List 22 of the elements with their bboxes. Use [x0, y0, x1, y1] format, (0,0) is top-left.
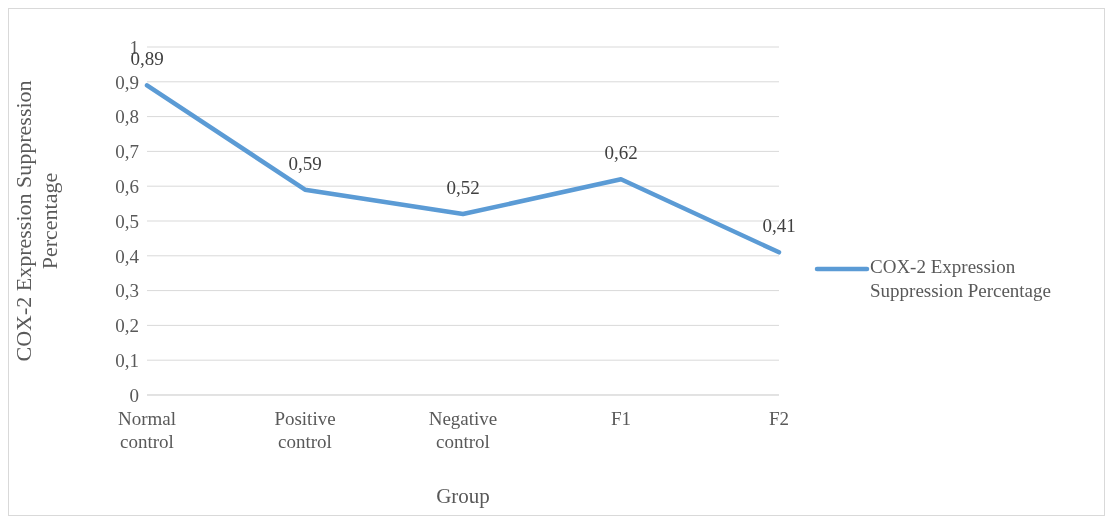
x-tick-label: Normal control — [117, 408, 177, 452]
data-label: 0,62 — [604, 142, 638, 164]
y-tick-label: 0,7 — [115, 141, 139, 163]
y-tick-label: 0,4 — [115, 245, 140, 267]
y-tick-label: 0,5 — [115, 210, 139, 232]
y-tick-label: 0,6 — [115, 175, 139, 197]
legend-label: COX-2 Expression Suppression Percentage — [870, 255, 1052, 303]
x-tick-label: Negative control — [428, 408, 498, 452]
x-axis-title: Group — [436, 484, 490, 508]
y-tick-label: 0,1 — [115, 349, 139, 371]
x-tick-label: F2 — [768, 408, 790, 429]
x-tick-label: F1 — [610, 408, 632, 429]
data-label: 0,52 — [446, 177, 480, 199]
y-tick-label: 0,3 — [115, 280, 139, 302]
data-label: 0,41 — [762, 215, 796, 237]
y-tick-label: 0,2 — [115, 315, 139, 337]
data-label: 0,59 — [288, 152, 322, 174]
y-tick-label: 0,9 — [115, 71, 139, 93]
y-tick-label: 0,8 — [115, 106, 139, 128]
x-tick-label: Positive control — [274, 408, 336, 452]
y-tick-label: 0 — [129, 384, 139, 406]
y-axis-title: COX-2 Expression Suppression Percentage — [11, 80, 62, 362]
